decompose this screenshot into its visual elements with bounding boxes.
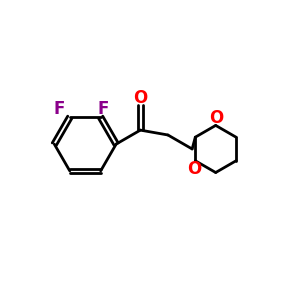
Text: O: O bbox=[209, 109, 224, 127]
Text: O: O bbox=[133, 89, 148, 107]
Text: F: F bbox=[97, 100, 109, 118]
Text: F: F bbox=[54, 100, 65, 118]
Text: O: O bbox=[187, 160, 201, 178]
